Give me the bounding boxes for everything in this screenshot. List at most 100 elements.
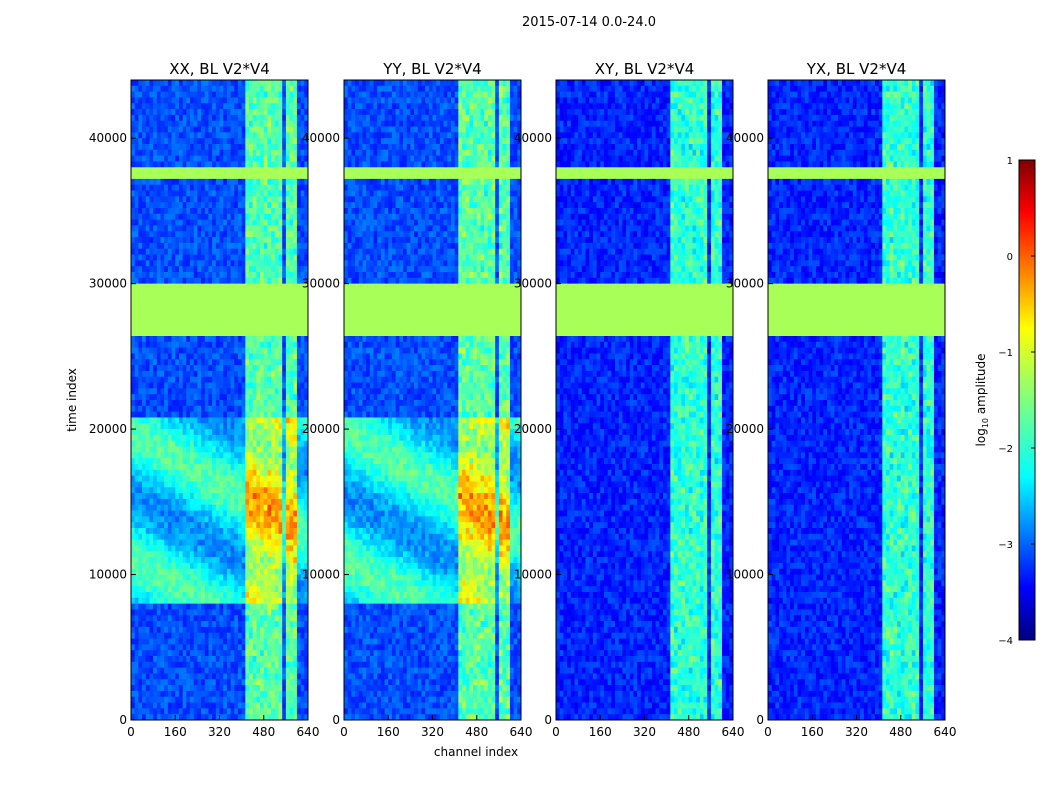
heatmap-cell	[260, 603, 265, 610]
heatmap-cell	[145, 80, 150, 87]
heatmap-cell	[293, 370, 298, 378]
heatmap-cell	[223, 562, 228, 570]
heatmap-cell	[175, 242, 180, 250]
heatmap-cell	[285, 144, 290, 151]
heatmap-cell	[156, 603, 161, 610]
heatmap-cell	[245, 487, 250, 494]
heatmap-cell	[304, 446, 309, 453]
heatmap-cell	[300, 242, 305, 250]
heatmap-cell	[271, 382, 276, 389]
heatmap-cell	[212, 370, 217, 378]
heatmap-cell	[208, 644, 213, 651]
heatmap-cell	[156, 167, 161, 174]
heatmap-cell	[219, 644, 224, 651]
heatmap-cell	[164, 545, 169, 552]
heatmap-cell	[245, 225, 250, 232]
heatmap-cell	[175, 516, 180, 523]
heatmap-cell	[182, 481, 187, 488]
heatmap-cell	[190, 656, 195, 663]
heatmap-cell	[160, 330, 165, 337]
heatmap-cell	[182, 621, 187, 628]
heatmap-cell	[226, 138, 231, 145]
heatmap-cell	[142, 353, 147, 360]
heatmap-cell	[271, 219, 276, 226]
heatmap-cell	[167, 568, 172, 575]
heatmap-cell	[237, 138, 243, 145]
heatmap-cell	[208, 586, 213, 593]
heatmap-cell	[175, 586, 180, 593]
heatmap-cell	[193, 574, 198, 581]
heatmap-cell	[296, 382, 302, 389]
heatmap-cell	[278, 301, 283, 308]
heatmap-cell	[260, 242, 265, 250]
heatmap-cell	[160, 557, 165, 564]
heatmap-cell	[289, 568, 294, 575]
heatmap-cell	[153, 132, 158, 139]
heatmap-cell	[256, 161, 261, 168]
heatmap-cell	[223, 272, 228, 279]
heatmap-cell	[197, 178, 202, 186]
heatmap-cell	[241, 580, 246, 587]
heatmap-cell	[278, 510, 283, 517]
heatmap-cell	[249, 510, 254, 517]
heatmap-cell	[131, 685, 136, 692]
heatmap-cell	[212, 190, 217, 197]
heatmap-cell	[282, 679, 287, 686]
heatmap-cell	[171, 283, 176, 290]
heatmap-cell	[223, 231, 228, 238]
heatmap-cell	[252, 167, 257, 174]
heatmap-cell	[237, 248, 243, 255]
heatmap-cell	[260, 120, 265, 127]
heatmap-cell	[282, 330, 287, 337]
heatmap-cell	[190, 85, 195, 93]
heatmap-cell	[219, 533, 224, 541]
heatmap-cell	[215, 469, 220, 477]
heatmap-cell	[197, 469, 202, 477]
heatmap-cell	[215, 673, 220, 680]
heatmap-cell	[249, 504, 254, 511]
heatmap-cell	[296, 411, 302, 418]
heatmap-cell	[167, 237, 172, 244]
heatmap-cell	[153, 568, 158, 575]
heatmap-cell	[149, 586, 154, 593]
heatmap-cell	[153, 458, 158, 465]
heatmap-cell	[145, 626, 150, 634]
heatmap-cell	[182, 388, 187, 395]
heatmap-cell	[285, 580, 290, 587]
heatmap-cell	[278, 178, 283, 186]
heatmap-cell	[193, 283, 198, 290]
heatmap-cell	[197, 487, 202, 494]
heatmap-cell	[208, 283, 213, 290]
heatmap-cell	[300, 370, 305, 378]
heatmap-cell	[178, 202, 184, 209]
heatmap-cell	[241, 190, 246, 197]
heatmap-cell	[142, 562, 147, 570]
heatmap-cell	[193, 516, 198, 523]
heatmap-cell	[223, 580, 228, 587]
heatmap-cell	[190, 638, 195, 645]
heatmap-cell	[204, 382, 209, 389]
heatmap-cell	[226, 440, 231, 447]
heatmap-cell	[149, 120, 154, 127]
heatmap-cell	[138, 144, 143, 151]
heatmap-cell	[212, 97, 217, 104]
heatmap-cell	[164, 382, 169, 389]
heatmap-cell	[134, 405, 139, 413]
heatmap-cell	[215, 272, 220, 279]
heatmap-cell	[175, 423, 180, 430]
heatmap-cell	[274, 149, 279, 157]
heatmap-cell	[190, 516, 195, 523]
heatmap-cell	[256, 184, 261, 191]
heatmap-cell	[142, 190, 147, 197]
heatmap-cell	[296, 178, 302, 186]
heatmap-cell	[193, 254, 198, 261]
heatmap-cell	[263, 173, 268, 180]
heatmap-cell	[263, 621, 268, 628]
heatmap-cell	[241, 446, 246, 453]
heatmap-cell	[263, 306, 268, 314]
heatmap-cell	[190, 306, 195, 314]
heatmap-cell	[175, 656, 180, 663]
heatmap-cell	[201, 609, 206, 616]
heatmap-cell	[153, 196, 158, 203]
heatmap-cell	[193, 597, 198, 605]
